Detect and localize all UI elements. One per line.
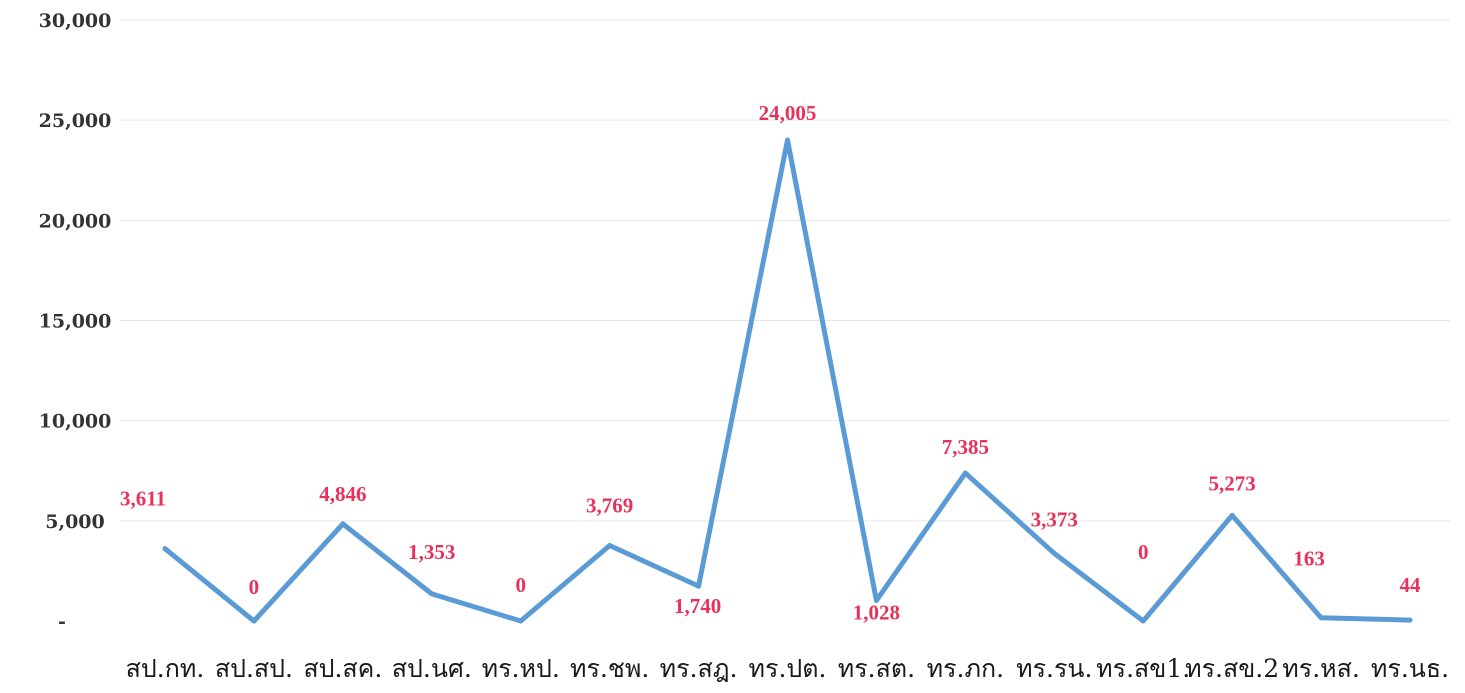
y-tick-label: 10,000 xyxy=(39,411,112,433)
data-label: 0 xyxy=(515,573,526,597)
y-tick-label: 15,000 xyxy=(39,311,112,333)
x-tick-label: ทร.หส. xyxy=(1282,654,1360,683)
data-point xyxy=(1229,512,1235,518)
data-label: 3,769 xyxy=(586,493,633,517)
data-point xyxy=(873,597,879,603)
data-label: 24,005 xyxy=(759,101,817,125)
x-tick-label: ทร.ชพ. xyxy=(570,654,649,683)
data-point xyxy=(518,618,524,624)
data-label: 0 xyxy=(249,575,260,599)
data-point xyxy=(785,137,790,143)
series-line xyxy=(162,137,1413,624)
x-axis-tick-labels: สป.กท. สป.สป. สป.สค. สป.นศ. ทร.หป. ทร.ชพ. ทร.ส… xyxy=(126,654,1449,683)
data-point xyxy=(1051,550,1057,556)
data-label: 5,273 xyxy=(1209,471,1256,495)
data-label: 1,028 xyxy=(853,600,900,624)
y-tick-label: - xyxy=(58,611,66,633)
x-tick-label: ทร.ปต. xyxy=(749,654,827,683)
x-tick-label: สป.สค. xyxy=(303,654,382,683)
data-point xyxy=(429,591,435,597)
data-labels: 3,611 0 4,846 1,353 0 3,769 1,740 24,005 1,028 7,… xyxy=(120,101,1421,624)
x-tick-label: สป.กท. xyxy=(126,654,205,683)
data-point xyxy=(1318,615,1324,621)
x-tick-label: ทร.สข.2 xyxy=(1185,654,1279,683)
data-label: 0 xyxy=(1138,540,1149,564)
data-label: 7,385 xyxy=(942,435,989,459)
data-label: 163 xyxy=(1293,547,1325,571)
x-tick-label: ทร.หป. xyxy=(482,654,560,683)
x-tick-label: ทร.ภก. xyxy=(927,654,1004,683)
data-label: 1,740 xyxy=(674,594,721,618)
y-tick-label: 30,000 xyxy=(39,10,112,32)
data-point xyxy=(251,618,257,624)
data-point xyxy=(1140,618,1146,624)
x-tick-label: ทร.สต. xyxy=(838,654,915,683)
data-label: 1,353 xyxy=(408,540,455,564)
data-label: 3,373 xyxy=(1031,507,1078,531)
x-tick-label: สป.สป. xyxy=(215,654,293,683)
x-tick-label: สป.นศ. xyxy=(392,654,472,683)
x-tick-label: ทร.สข1. xyxy=(1096,654,1190,683)
x-tick-label: ทร.สฎ. xyxy=(660,654,738,683)
y-tick-label: 5,000 xyxy=(45,511,105,533)
data-label: 44 xyxy=(1400,573,1422,597)
data-label: 4,846 xyxy=(319,482,366,506)
y-tick-label: 25,000 xyxy=(39,110,112,132)
data-point xyxy=(340,521,346,527)
gridlines xyxy=(120,19,1450,522)
y-tick-label: 20,000 xyxy=(39,210,112,232)
data-point xyxy=(696,583,702,589)
data-label: 3,611 xyxy=(120,487,166,511)
x-tick-label: ทร.รน. xyxy=(1016,654,1092,683)
data-points xyxy=(162,137,1413,624)
y-axis-tick-labels: - 5,000 10,000 15,000 20,000 25,000 30,000 xyxy=(39,10,112,633)
x-tick-label: ทร.นธ. xyxy=(1371,654,1449,683)
data-point xyxy=(1407,617,1413,623)
series-line-layer xyxy=(162,137,1413,624)
data-point xyxy=(162,546,168,552)
data-point xyxy=(962,470,968,476)
data-point xyxy=(607,542,613,548)
